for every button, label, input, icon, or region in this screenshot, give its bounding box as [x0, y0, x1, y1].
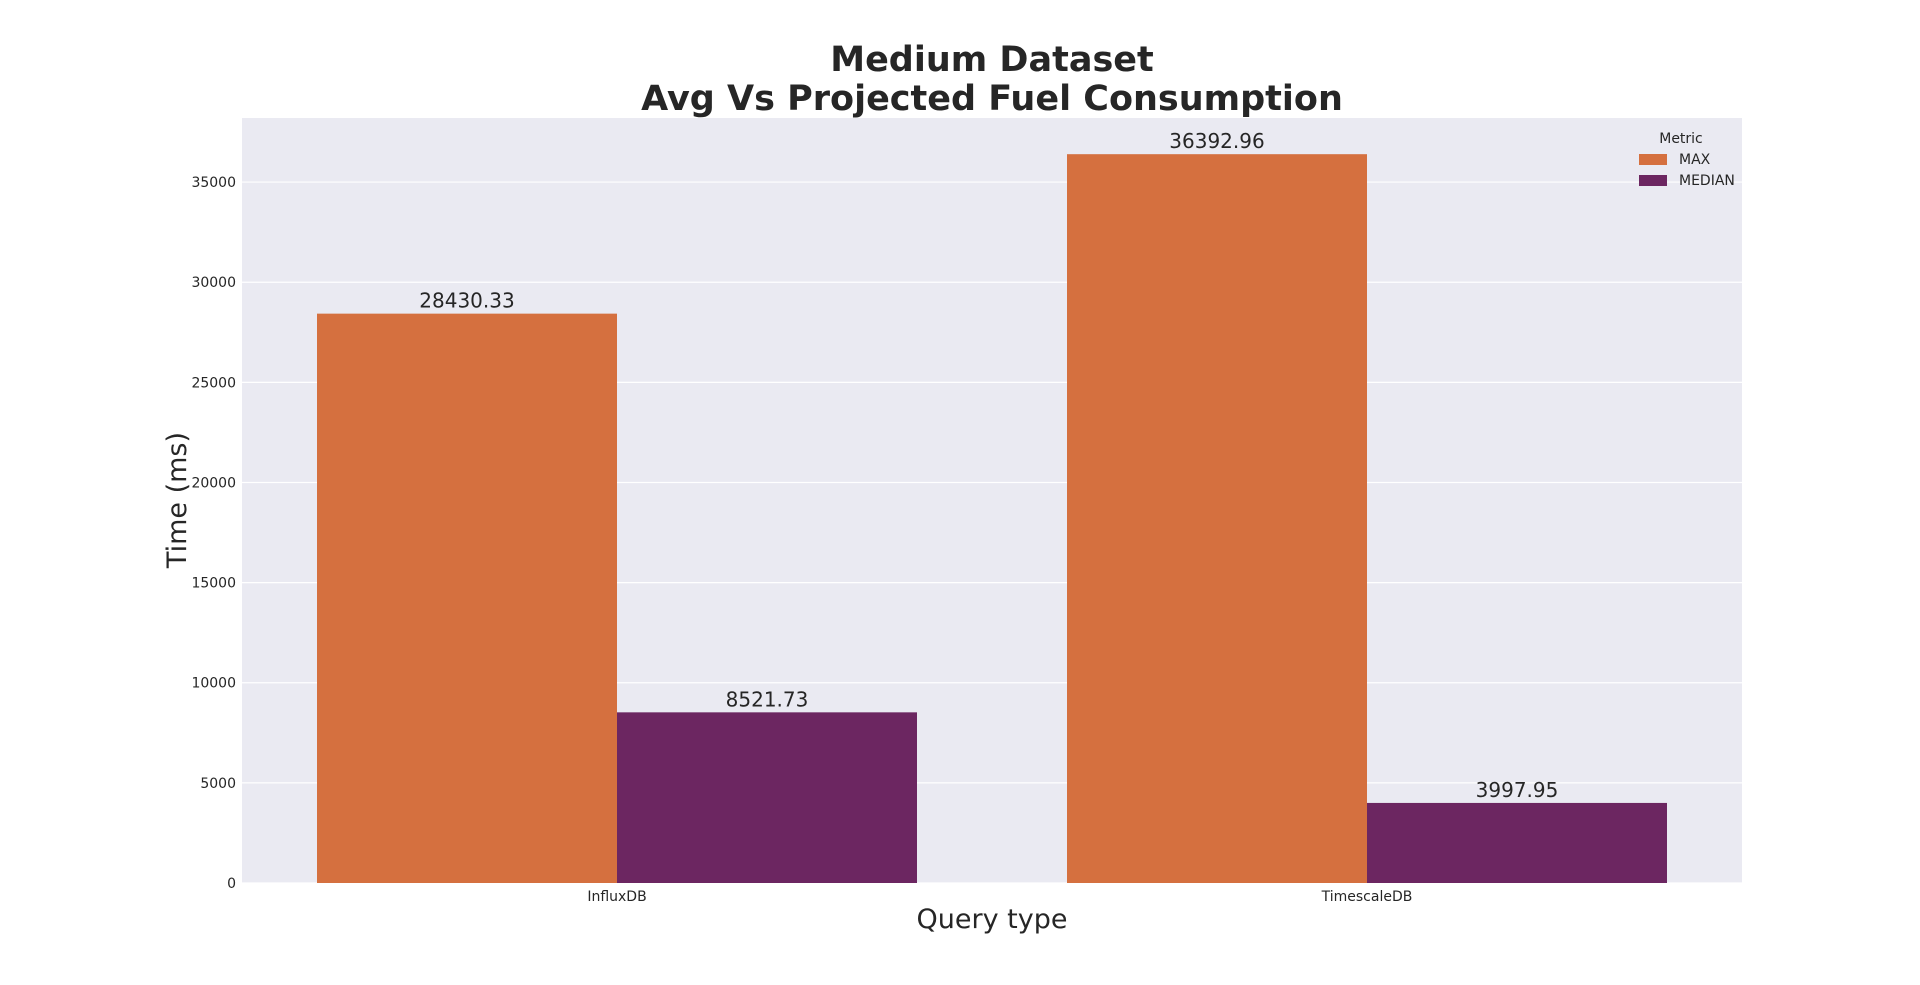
bar-median-influxdb [617, 712, 917, 883]
y-tick-label: 25000 [191, 375, 236, 391]
x-axis-label: Query type [917, 904, 1068, 935]
y-tick-label: 10000 [191, 676, 236, 692]
legend-title: Metric [1659, 131, 1703, 147]
data-label: 8521.73 [726, 687, 809, 711]
chart-title-line-1: Medium Dataset [830, 40, 1154, 80]
legend-items: MAX MEDIAN [1639, 152, 1735, 189]
y-tick-label: 15000 [191, 576, 236, 592]
y-tick-label: 0 [227, 876, 236, 892]
legend: Metric MAX MEDIAN [1639, 131, 1735, 189]
data-label: 3997.95 [1476, 778, 1559, 802]
legend-swatch [1639, 175, 1667, 186]
legend-label: MAX [1679, 152, 1711, 168]
bars [317, 154, 1667, 883]
bar-max-influxdb [317, 313, 617, 883]
bar-max-timescaledb [1067, 154, 1367, 883]
y-axis-ticks: 0 5000 10000 15000 20000 25000 30000 35000 [191, 175, 236, 892]
bar-median-timescaledb [1367, 802, 1667, 883]
data-labels: 28430.33 8521.73 36392.96 3997.95 [419, 129, 1558, 802]
chart-title-line-2: Avg Vs Projected Fuel Consumption [641, 79, 1343, 119]
y-tick-label: 35000 [191, 175, 236, 191]
legend-label: MEDIAN [1679, 173, 1735, 189]
data-label: 28430.33 [419, 289, 514, 313]
legend-swatch [1639, 154, 1667, 165]
x-axis-ticks: InfluxDB TimescaleDB [587, 889, 1412, 905]
data-label: 36392.96 [1169, 129, 1264, 153]
x-tick-label: TimescaleDB [1321, 889, 1413, 905]
y-axis-label: Time (ms) [162, 432, 193, 569]
y-tick-label: 30000 [191, 275, 236, 291]
y-tick-label: 5000 [200, 776, 236, 792]
x-tick-label: InfluxDB [587, 889, 646, 905]
y-tick-label: 20000 [191, 475, 236, 491]
